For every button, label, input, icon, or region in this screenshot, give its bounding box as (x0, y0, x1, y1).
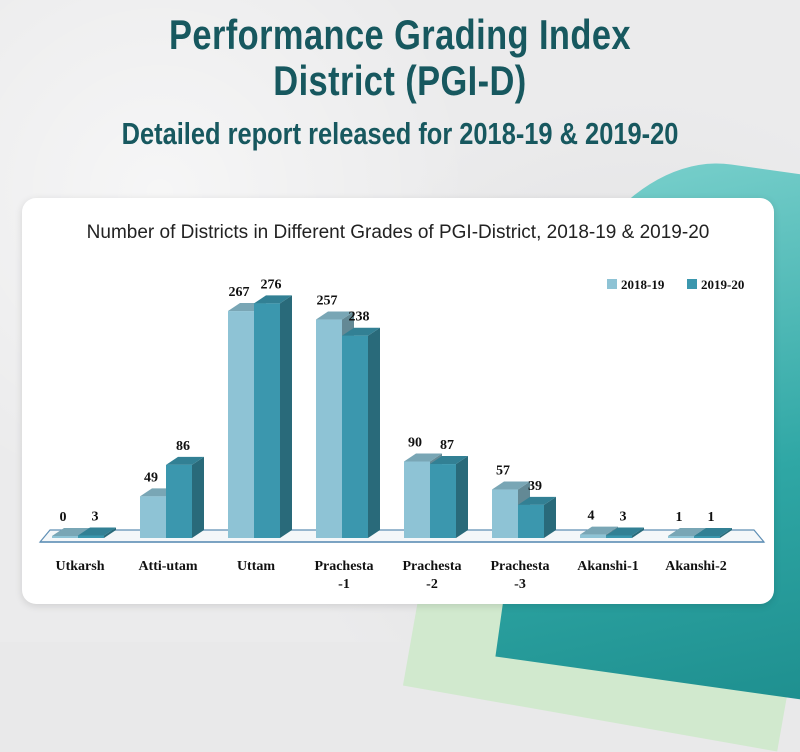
bar-2018-19-Utkarsh (52, 536, 78, 538)
x-tick-label-1-0: Atti-utam (138, 559, 197, 574)
bar-top-2018-19-Akanshi-1 (580, 526, 618, 535)
bar-top-2019-20-Akanshi-1 (606, 527, 644, 536)
page-title-line2: District (PGI-D) (273, 57, 527, 104)
legend-swatch-2019-20 (687, 279, 697, 289)
data-label-2019-20-Akanshi-1: 3 (620, 509, 627, 524)
bar-2019-20-Atti-utam (166, 464, 192, 538)
data-label-2018-19-Akanshi-1: 4 (588, 509, 595, 524)
bar-2019-20-Uttam (254, 303, 280, 538)
bar-side-2019-20-Akanshi-1 (632, 527, 644, 538)
bar-2019-20-Akanshi-1 (606, 535, 632, 538)
data-label-2018-19-Prachesta-3: 57 (496, 464, 510, 479)
bar-2019-20-Utkarsh (78, 535, 104, 538)
bar-top-2019-20-Prachesta-2 (430, 456, 468, 465)
data-label-2019-20-Akanshi-2: 1 (708, 510, 715, 525)
bar-side-2019-20-Prachesta-1 (368, 327, 380, 538)
data-label-2019-20-Atti-utam: 86 (176, 439, 190, 454)
bar-2018-19-Akanshi-1 (580, 534, 606, 538)
data-label-2019-20-Utkarsh: 3 (92, 509, 99, 524)
bar-top-2018-19-Prachesta-3 (492, 481, 530, 490)
x-tick-label-4-0: Prachesta (402, 559, 461, 574)
legend-label-2018-19: 2018-19 (621, 277, 665, 292)
data-label-2018-19-Atti-utam: 49 (144, 470, 158, 485)
data-label-2019-20-Prachesta-2: 87 (440, 438, 454, 453)
header: Performance Grading Index District (PGI-… (0, 0, 800, 152)
bar-top-2019-20-Prachesta-3 (518, 496, 556, 505)
bar-side-2019-20-Utkarsh (104, 527, 116, 538)
bar-2019-20-Prachesta-1 (342, 335, 368, 538)
bar-top-2019-20-Atti-utam (166, 456, 204, 465)
page-subtitle: Detailed report released for 2018-19 & 2… (121, 116, 679, 151)
data-label-2019-20-Uttam: 276 (261, 277, 282, 292)
bar-top-2018-19-Prachesta-2 (404, 453, 442, 462)
x-tick-label-6-0: Akanshi-1 (577, 559, 638, 574)
x-tick-label-2-0: Uttam (237, 559, 275, 574)
legend-label-2019-20: 2019-20 (701, 277, 744, 292)
bar-2018-19-Akanshi-2 (668, 536, 694, 538)
x-tick-label-5-1: -3 (514, 577, 526, 592)
x-tick-label-0-0: Utkarsh (55, 559, 104, 574)
x-tick-label-5-0: Prachesta (490, 559, 549, 574)
bar-2019-20-Akanshi-2 (694, 536, 720, 538)
bar-2018-19-Prachesta-3 (492, 489, 518, 538)
bar-top-2018-19-Akanshi-2 (668, 528, 706, 536)
data-label-2019-20-Prachesta-1: 238 (349, 310, 370, 325)
bar-side-2019-20-Akanshi-2 (720, 528, 732, 538)
bar-side-2019-20-Atti-utam (192, 456, 204, 538)
bar-top-2018-19-Prachesta-1 (316, 311, 354, 320)
data-label-2018-19-Prachesta-1: 257 (317, 294, 338, 309)
x-tick-label-3-0: Prachesta (314, 559, 373, 574)
bar-2018-19-Atti-utam (140, 496, 166, 538)
bar-top-2019-20-Uttam (254, 295, 292, 304)
chart-card: Number of Districts in Different Grades … (22, 198, 774, 604)
page-title-line1: Performance Grading Index (169, 11, 631, 58)
chart-title: Number of Districts in Different Grades … (86, 222, 710, 243)
x-tick-label-3-1: -1 (338, 577, 350, 592)
bar-chart: 0 3 Utkarsh 49 86 Atti-utam 267 276 Uttam 257 238 P… (38, 277, 766, 592)
data-label-2018-19-Akanshi-2: 1 (676, 510, 683, 525)
data-label-2018-19-Uttam: 267 (229, 285, 250, 300)
bar-2018-19-Prachesta-1 (316, 319, 342, 538)
bar-side-2019-20-Prachesta-3 (544, 496, 556, 538)
bar-side-2019-20-Prachesta-2 (456, 456, 468, 538)
bar-top-2019-20-Prachesta-1 (342, 327, 380, 336)
x-tick-label-7-0: Akanshi-2 (665, 559, 726, 574)
bar-2019-20-Prachesta-2 (430, 464, 456, 538)
bar-side-2019-20-Uttam (280, 295, 292, 538)
data-label-2019-20-Prachesta-3: 39 (528, 479, 542, 494)
x-tick-label-4-1: -2 (426, 577, 438, 592)
data-label-2018-19-Utkarsh: 0 (60, 510, 67, 525)
bar-top-2019-20-Utkarsh (78, 527, 116, 536)
bar-top-2019-20-Akanshi-2 (694, 528, 732, 536)
bar-2018-19-Uttam (228, 311, 254, 538)
bar-2018-19-Prachesta-2 (404, 461, 430, 538)
legend-swatch-2018-19 (607, 279, 617, 289)
data-label-2018-19-Prachesta-2: 90 (408, 436, 422, 451)
bar-2019-20-Prachesta-3 (518, 504, 544, 538)
